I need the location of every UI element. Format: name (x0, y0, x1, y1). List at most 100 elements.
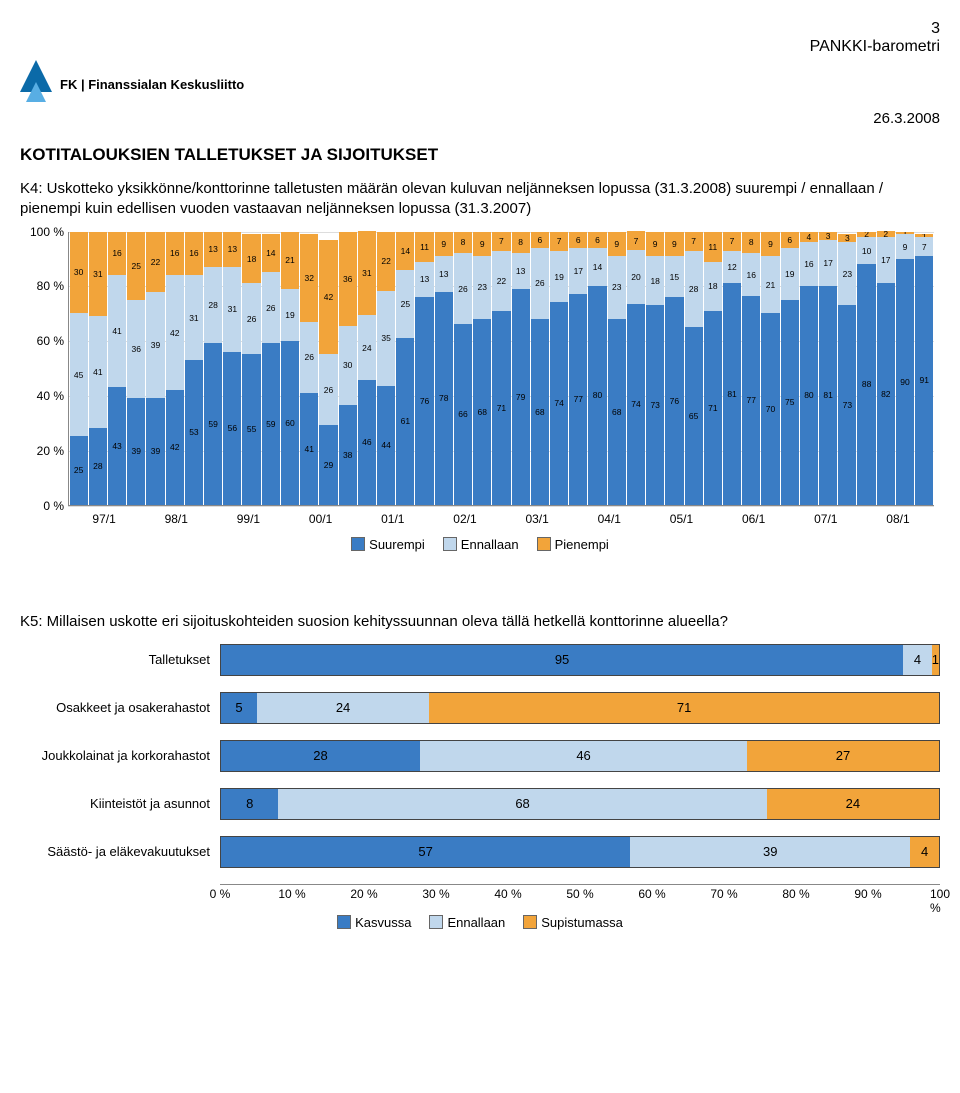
bar-column: 77168 (742, 232, 760, 505)
bar-column: 82172 (877, 232, 895, 505)
bar-segment: 90 (896, 259, 914, 505)
bar-segment: 9 (608, 232, 626, 257)
bar-segment: 39 (146, 398, 164, 504)
bar-segment: 42 (166, 275, 184, 390)
bar-column: 68239 (608, 232, 626, 505)
hbar-row: Osakkeet ja osakerahastot52471 (20, 692, 940, 724)
y-tick: 80 % (20, 279, 64, 293)
section-title: KOTITALOUKSIEN TALLETUKSET JA SIJOITUKSE… (20, 145, 940, 165)
bar-column: 80146 (588, 232, 606, 505)
bar-column: 78139 (435, 232, 453, 505)
legend-item: Supistumassa (523, 915, 623, 930)
x-label: 98/1 (140, 512, 212, 526)
bar-segment: 13 (223, 232, 241, 267)
bar-segment: 14 (396, 232, 414, 270)
x-label: 03/1 (501, 512, 573, 526)
bar-segment: 26 (300, 322, 318, 393)
bar-segment: 55 (242, 354, 260, 504)
x-label: 01/1 (357, 512, 429, 526)
bar-column: 254530 (70, 232, 88, 505)
bar-segment: 26 (531, 248, 549, 319)
bar-segment: 25 (127, 232, 145, 300)
bar-segment: 65 (685, 327, 703, 504)
hbar-segment: 27 (747, 741, 939, 771)
hbar-label: Joukkolainat ja korkorahastot (20, 748, 220, 763)
x-tick: 80 % (782, 887, 809, 901)
bar-column: 70219 (761, 232, 779, 505)
bar-segment: 19 (281, 289, 299, 341)
bar-segment: 36 (127, 300, 145, 398)
bar-segment: 23 (608, 256, 626, 319)
bar-segment: 76 (415, 297, 433, 504)
x-tick: 70 % (710, 887, 737, 901)
hbar-segment: 24 (767, 789, 939, 819)
bar-segment: 31 (223, 267, 241, 352)
bar-segment: 75 (781, 300, 799, 505)
bar-segment: 44 (377, 386, 395, 505)
bar-segment: 26 (262, 272, 280, 343)
bar-segment: 76 (665, 297, 683, 504)
hbar-segment: 28 (221, 741, 420, 771)
bar-segment: 11 (704, 232, 722, 262)
bar-column: 563113 (223, 232, 241, 505)
bar-segment: 46 (358, 380, 376, 504)
legend-item: Ennallaan (443, 537, 519, 552)
hbar-row: Joukkolainat ja korkorahastot284627 (20, 740, 940, 772)
bar-segment: 66 (454, 324, 472, 504)
bar-segment: 19 (781, 248, 799, 300)
bar-segment: 9 (761, 232, 779, 257)
hbar-row: Talletukset9541 (20, 644, 940, 676)
bar-column: 552618 (242, 232, 260, 505)
bar-segment: 6 (531, 232, 549, 248)
bar-segment: 79 (512, 289, 530, 505)
x-label: 06/1 (718, 512, 790, 526)
bar-segment: 7 (685, 232, 703, 251)
bar-column: 711811 (704, 232, 722, 505)
bar-segment: 31 (358, 231, 376, 315)
bar-segment: 77 (569, 294, 587, 504)
hbar-label: Osakkeet ja osakerahastot (20, 700, 220, 715)
bar-column: 592813 (204, 232, 222, 505)
bar-column: 761311 (415, 232, 433, 505)
bar-segment: 31 (89, 232, 107, 317)
bar-segment: 9 (473, 232, 491, 257)
legend-item: Suurempi (351, 537, 425, 552)
bar-segment: 82 (877, 283, 895, 505)
bar-segment: 74 (627, 304, 645, 504)
bar-column: 393922 (146, 232, 164, 505)
bar-segment: 28 (685, 251, 703, 327)
bar-segment: 16 (742, 253, 760, 296)
bar-segment: 3 (838, 234, 856, 242)
bar-segment: 68 (473, 319, 491, 505)
hbar-segment: 1 (932, 645, 939, 675)
bar-segment: 70 (761, 313, 779, 504)
bar-segment: 18 (242, 234, 260, 283)
bar-segment: 71 (492, 311, 510, 505)
bar-column: 81127 (723, 232, 741, 505)
bar-column: 412632 (300, 232, 318, 505)
x-tick: 50 % (566, 887, 593, 901)
bar-segment: 4 (800, 232, 818, 243)
bar-segment: 43 (108, 387, 126, 504)
bar-segment: 45 (70, 313, 88, 436)
bar-segment: 74 (550, 302, 568, 504)
bar-column: 76159 (665, 232, 683, 505)
bar-segment: 7 (627, 231, 645, 250)
hbar-segment: 46 (420, 741, 747, 771)
x-tick: 60 % (638, 887, 665, 901)
bar-segment: 32 (300, 234, 318, 321)
bar-segment: 26 (454, 253, 472, 324)
bar-segment: 59 (262, 343, 280, 504)
bar-column: 79138 (512, 232, 530, 505)
bar-segment: 42 (166, 390, 184, 505)
bar-segment: 80 (800, 286, 818, 504)
bar-segment: 8 (454, 232, 472, 254)
legend-item: Pienempi (537, 537, 609, 552)
bar-segment: 73 (646, 305, 664, 504)
bar-segment: 14 (262, 234, 280, 272)
bar-segment: 77 (742, 296, 760, 504)
hbar-label: Talletukset (20, 652, 220, 667)
chart-legend: Suurempi Ennallaan Pienempi (20, 537, 940, 552)
bar-column: 65287 (685, 232, 703, 505)
bar-segment: 30 (70, 232, 88, 314)
